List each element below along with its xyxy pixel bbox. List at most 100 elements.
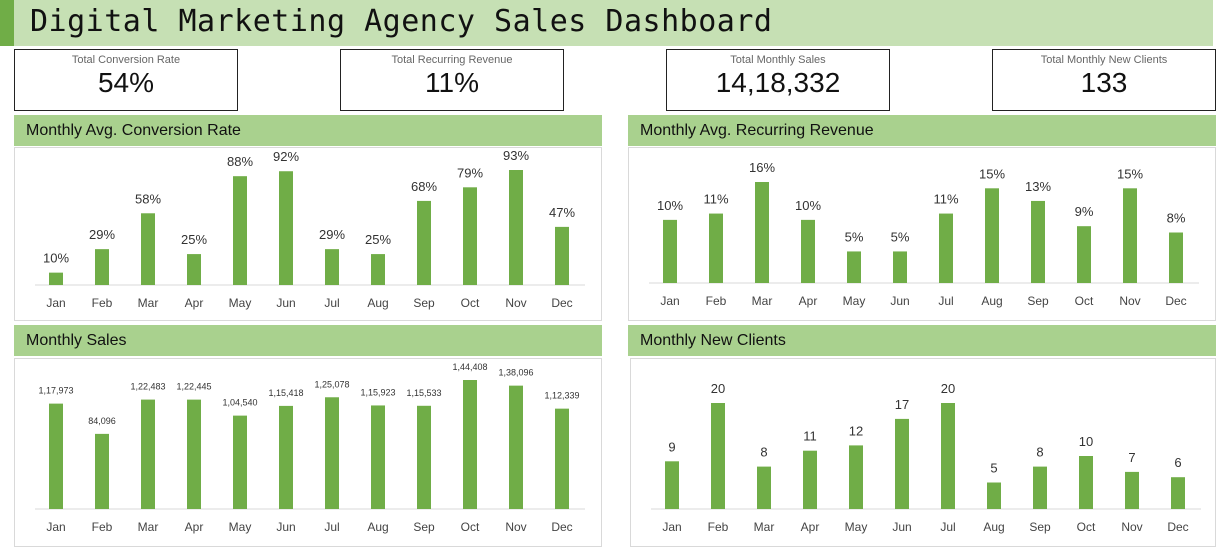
clients-bar-nov	[1125, 471, 1139, 509]
sales-bar-dec	[555, 408, 569, 509]
clients-data-label: 9	[668, 439, 675, 454]
kpi-card-monthly-sales: Total Monthly Sales 14,18,332	[666, 49, 890, 111]
clients-chart-header: Monthly New Clients	[628, 325, 1216, 356]
clients-bar-jul	[941, 403, 955, 509]
clients-bar-jun	[895, 418, 909, 509]
conversion-bar-dec	[555, 226, 569, 285]
recurring-chart-header: Monthly Avg. Recurring Revenue	[628, 115, 1216, 146]
recurring-tick-label: Dec	[1165, 294, 1186, 308]
clients-tick-label: Jun	[892, 520, 911, 534]
recurring-data-label: 5%	[891, 229, 910, 244]
sales-tick-label: Apr	[185, 520, 204, 534]
conversion-data-label: 68%	[411, 179, 437, 194]
recurring-bar-dec	[1169, 232, 1183, 283]
clients-data-label: 11	[803, 429, 817, 444]
recurring-data-label: 8%	[1167, 211, 1186, 226]
clients-bar-oct	[1079, 456, 1093, 509]
sales-tick-label: Feb	[92, 520, 113, 534]
recurring-bar-apr	[801, 219, 815, 283]
conversion-tick-label: Jan	[46, 296, 65, 310]
recurring-data-label: 15%	[1117, 166, 1143, 181]
sales-bar-feb	[95, 433, 109, 509]
sales-data-label: 1,15,533	[406, 388, 441, 398]
sales-data-label: 1,25,078	[314, 379, 349, 389]
sales-tick-label: Jul	[324, 520, 339, 534]
recurring-data-label: 5%	[845, 229, 864, 244]
sales-bar-mar	[141, 399, 155, 509]
sales-data-label: 1,17,973	[38, 386, 73, 396]
conversion-tick-label: Feb	[92, 296, 113, 310]
recurring-data-label: 10%	[795, 198, 821, 213]
conversion-bar-oct	[463, 187, 477, 285]
clients-bar-aug	[987, 482, 1001, 509]
recurring-data-label: 11%	[933, 192, 958, 207]
sales-tick-label: Sep	[413, 520, 435, 534]
conversion-data-label: 25%	[365, 232, 391, 247]
conversion-bar-jan	[49, 272, 63, 285]
clients-data-label: 20	[711, 381, 725, 396]
sales-data-label: 84,096	[88, 416, 116, 426]
conversion-tick-label: Jul	[324, 296, 339, 310]
sales-data-label: 1,12,339	[544, 391, 579, 401]
clients-tick-label: Aug	[983, 520, 1004, 534]
conversion-bar-aug	[371, 254, 385, 285]
recurring-chart-svg: 10% Jan 11% Feb 16% Mar 10% Apr 5% May 5% Jun 11% Jul…	[649, 160, 1199, 308]
kpi-card-recurring-revenue: Total Recurring Revenue 11%	[340, 49, 564, 111]
recurring-tick-label: May	[843, 294, 866, 308]
clients-tick-label: Oct	[1077, 520, 1096, 534]
title-bar: Digital Marketing Agency Sales Dashboard	[0, 0, 1213, 46]
recurring-bar-jun	[893, 251, 907, 283]
recurring-bar-oct	[1077, 226, 1091, 283]
recurring-data-label: 13%	[1025, 179, 1051, 194]
clients-chart-svg: 9 Jan 20 Feb 8 Mar 11 Apr 12 May 17 Jun 20 Jul 5 Aug 8 Se…	[651, 381, 1201, 534]
recurring-tick-label: Aug	[981, 294, 1002, 308]
conversion-data-label: 79%	[457, 165, 483, 180]
sales-data-label: 1,22,483	[130, 382, 165, 392]
recurring-tick-label: Sep	[1027, 294, 1049, 308]
recurring-data-label: 9%	[1075, 204, 1094, 219]
conversion-rate-chart: 10% Jan 29% Feb 58% Mar 25% Apr 88% May 92% Jun 29% J…	[14, 147, 602, 321]
kpi-label: Total Recurring Revenue	[391, 54, 513, 66]
clients-bar-feb	[711, 403, 725, 509]
clients-data-label: 20	[941, 381, 955, 396]
sales-tick-label: Oct	[461, 520, 480, 534]
recurring-tick-label: Mar	[752, 294, 773, 308]
clients-data-label: 8	[760, 445, 767, 460]
recurring-revenue-chart: 10% Jan 11% Feb 16% Mar 10% Apr 5% May 5% Jun 11% Jul…	[628, 147, 1216, 321]
sales-bar-sep	[417, 405, 431, 509]
kpi-value: 133	[1080, 67, 1128, 98]
conversion-data-label: 29%	[319, 227, 345, 242]
sales-data-label: 1,38,096	[498, 368, 533, 378]
clients-data-label: 8	[1036, 445, 1043, 460]
recurring-data-label: 15%	[979, 166, 1005, 181]
conversion-tick-label: Oct	[461, 296, 480, 310]
recurring-bar-mar	[755, 182, 769, 283]
sales-tick-label: Nov	[505, 520, 526, 534]
recurring-tick-label: Jun	[890, 294, 909, 308]
clients-tick-label: Sep	[1029, 520, 1051, 534]
conversion-data-label: 29%	[89, 227, 115, 242]
conversion-tick-label: Apr	[185, 296, 204, 310]
conversion-tick-label: Aug	[367, 296, 388, 310]
sales-data-label: 1,44,408	[452, 362, 487, 372]
kpi-value: 11%	[425, 67, 479, 98]
conversion-data-label: 25%	[181, 232, 207, 247]
sales-tick-label: Mar	[138, 520, 159, 534]
recurring-tick-label: Nov	[1119, 294, 1140, 308]
sales-tick-label: Aug	[367, 520, 388, 534]
clients-bar-may	[849, 445, 863, 509]
clients-data-label: 5	[990, 461, 997, 476]
conversion-tick-label: Jun	[276, 296, 295, 310]
clients-tick-label: Feb	[708, 520, 729, 534]
sales-data-label: 1,04,540	[222, 398, 257, 408]
conversion-tick-label: Nov	[505, 296, 526, 310]
kpi-value: 14,18,332	[715, 67, 841, 98]
sales-tick-label: May	[229, 520, 252, 534]
recurring-bar-nov	[1123, 188, 1137, 283]
conversion-bar-jul	[325, 249, 339, 285]
conversion-data-label: 88%	[227, 154, 253, 169]
recurring-tick-label: Jan	[660, 294, 679, 308]
sales-bar-apr	[187, 399, 201, 509]
recurring-bar-jan	[663, 219, 677, 283]
sales-data-label: 1,15,418	[268, 388, 303, 398]
